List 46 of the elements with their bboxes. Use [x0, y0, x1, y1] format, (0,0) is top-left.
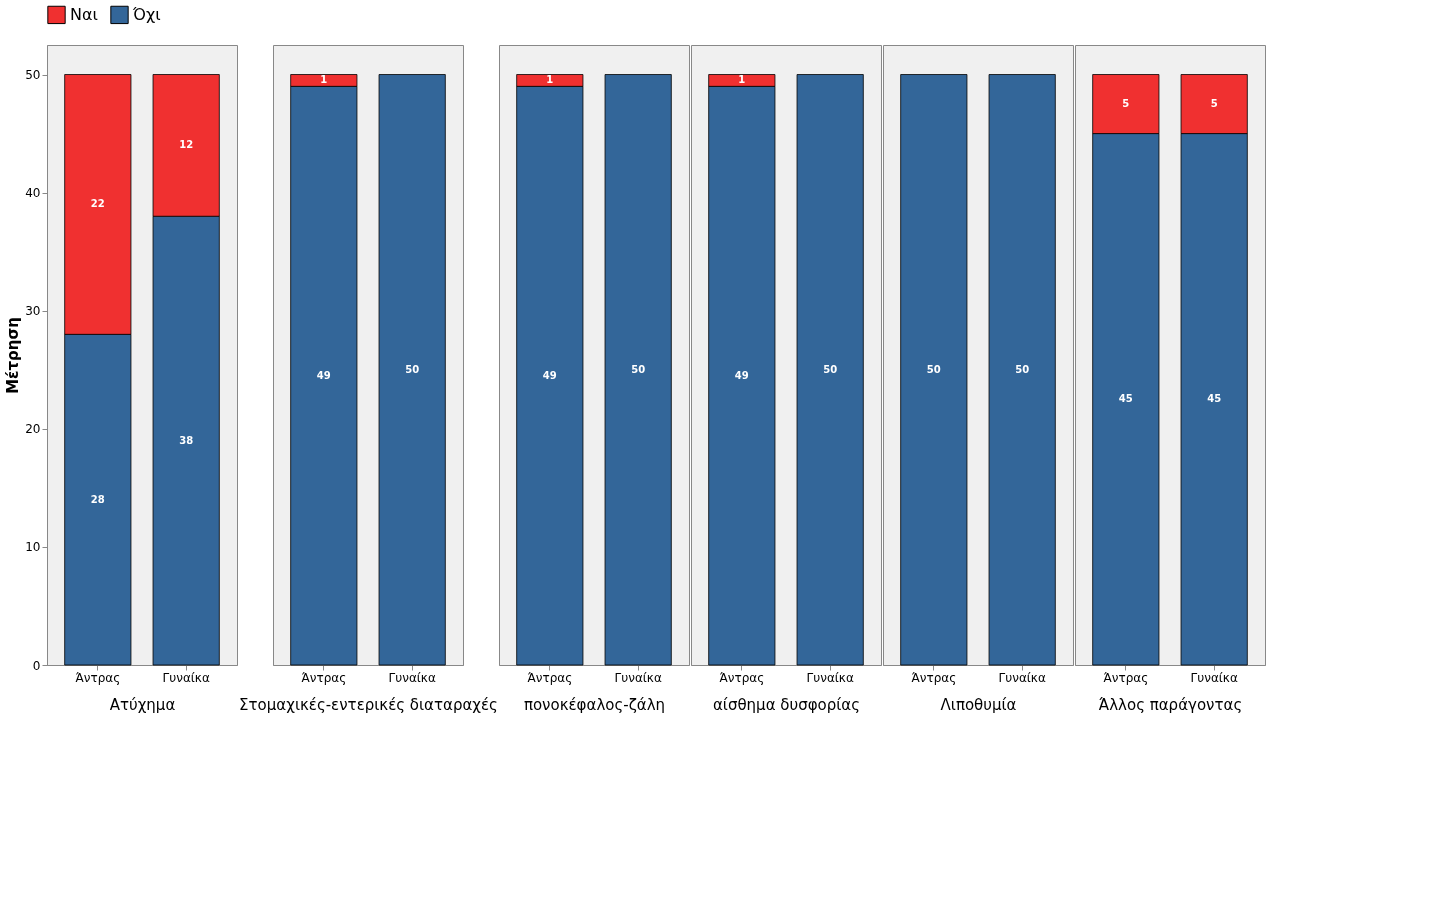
- data-label: 22: [90, 198, 105, 210]
- data-label: 1: [546, 74, 554, 86]
- y-tick-label: 30: [25, 304, 41, 319]
- data-label: 1: [738, 74, 746, 86]
- x-tick-label: Άντρας: [1103, 670, 1149, 685]
- data-label: 49: [734, 369, 749, 381]
- x-tick-label: Άντρας: [75, 670, 121, 685]
- data-label: 49: [316, 369, 331, 381]
- data-label: 5: [1122, 98, 1130, 110]
- x-tick-label: Γυναίκα: [162, 670, 210, 685]
- data-label: 50: [631, 363, 646, 375]
- x-tick-label: Άντρας: [719, 670, 765, 685]
- data-label: 49: [542, 369, 557, 381]
- x-tick-label: Άντρας: [527, 670, 573, 685]
- y-tick-label: 50: [25, 68, 41, 83]
- y-tick-label: 40: [25, 186, 41, 201]
- x-tick-label: Άντρας: [911, 670, 957, 685]
- data-label: 38: [179, 434, 194, 446]
- data-label: 50: [926, 363, 941, 375]
- legend-label: Όχι: [132, 4, 161, 24]
- data-label: 45: [1118, 393, 1133, 405]
- y-axis-title: Μέτρηση: [4, 317, 23, 394]
- x-tick-label: Άντρας: [301, 670, 347, 685]
- x-axis-title: πονοκέφαλος-ζάλη: [523, 695, 666, 714]
- data-label: 28: [90, 493, 105, 505]
- y-tick-label: 10: [25, 540, 41, 555]
- legend-label: Ναι: [70, 4, 98, 24]
- x-axis-title: Στομαχικές-εντερικές διαταραχές: [239, 695, 498, 714]
- data-label: 5: [1210, 98, 1218, 110]
- data-label: 45: [1207, 393, 1222, 405]
- data-label: 12: [179, 139, 194, 151]
- x-tick-label: Γυναίκα: [998, 670, 1046, 685]
- x-tick-label: Γυναίκα: [1190, 670, 1238, 685]
- x-tick-label: Γυναίκα: [806, 670, 854, 685]
- data-label: 50: [1015, 363, 1030, 375]
- y-tick-label: 20: [25, 422, 41, 437]
- x-axis-title: Λιποθυμία: [940, 695, 1017, 714]
- x-tick-label: Γυναίκα: [388, 670, 436, 685]
- data-label: 1: [320, 74, 328, 86]
- x-axis-title: Άλλος παράγοντας: [1098, 695, 1243, 714]
- x-axis-title: αίσθημα δυσφορίας: [712, 695, 861, 714]
- data-label: 50: [405, 363, 420, 375]
- data-label: 50: [823, 363, 838, 375]
- x-tick-label: Γυναίκα: [614, 670, 662, 685]
- y-tick-label: 0: [32, 658, 41, 673]
- x-axis-title: Ατύχημα: [109, 695, 176, 714]
